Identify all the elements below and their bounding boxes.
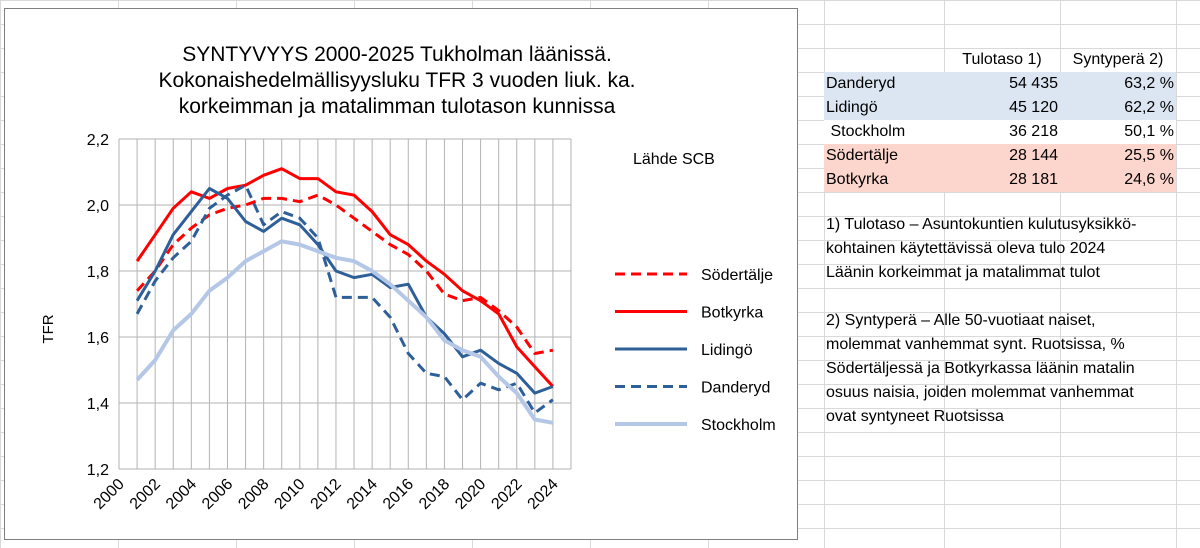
- note-1-line-1: 1) Tulotaso – Asuntokuntien kulutusyksik…: [826, 216, 1137, 233]
- x-tick-label: 2002: [127, 476, 164, 513]
- chart-title-line-1: SYNTYVYYS 2000-2025 Tukholman läänissä.: [182, 43, 612, 66]
- x-tick-label: 2016: [380, 476, 417, 513]
- header-tulotaso: Tulotaso 1): [962, 51, 1042, 68]
- cell-tulotaso-stockholm: 36 218: [1009, 123, 1058, 140]
- row-band-stockholm: [824, 120, 1176, 144]
- chart-text: SYNTYVYYS 2000-2025 Tukholman läänissä. …: [40, 43, 715, 344]
- series-lines: [135, 167, 555, 425]
- y-tick-label: 1,6: [87, 330, 109, 347]
- x-tick-label: 2020: [452, 476, 489, 513]
- note-2-line-5: ovat syntyneet Ruotsissa: [826, 408, 1004, 425]
- legend-label: Södertälje: [701, 267, 773, 284]
- x-tick-label: 2006: [199, 476, 236, 513]
- x-tick-label: 2024: [525, 476, 562, 513]
- cell-name-sodertalje: Södertälje: [826, 147, 899, 164]
- tfr-line-chart: 1,21,41,61,82,02,22000200220042006200820…: [40, 43, 776, 513]
- source-note: Lähde SCB: [633, 151, 715, 168]
- legend-label: Lidingö: [701, 342, 753, 359]
- y-axis-label: TFR: [40, 314, 57, 343]
- cell-name-danderyd: Danderyd: [826, 75, 896, 92]
- row-band-sodertalje: [824, 144, 1176, 168]
- cell-syntypera-danderyd: 63,2 %: [1124, 75, 1174, 92]
- cell-tulotaso-botkyrka: 28 181: [1009, 171, 1058, 188]
- cell-name-lidingo: Lidingö: [826, 99, 878, 116]
- row-band-botkyrka: [824, 168, 1176, 192]
- note-2-line-4: osuus naisia, joiden molemmat vanhemmat: [826, 384, 1134, 401]
- x-tick-label: 2004: [163, 476, 200, 513]
- row-band-lidingo: [824, 96, 1176, 120]
- series-line-danderyd: [135, 183, 554, 415]
- cell-tulotaso-lidingo: 45 120: [1009, 99, 1058, 116]
- note-2-line-3: Södertäljessä ja Botkyrkassa läänin mata…: [826, 360, 1135, 377]
- note-1-line-2: kohtainen käytettävissä oleva tulo 2024: [826, 240, 1106, 257]
- chart-title-line-2: Kokonaishedelmällisyysluku TFR 3 vuoden …: [158, 69, 635, 92]
- series-line-stockholm: [135, 239, 554, 425]
- cell-syntypera-sodertalje: 25,5 %: [1124, 147, 1174, 164]
- x-tick-label: 2010: [271, 476, 308, 513]
- x-tick-label: 2022: [488, 476, 525, 513]
- note-1-line-3: Läänin korkeimmat ja matalimmat tulot: [826, 264, 1100, 281]
- y-tick-label: 1,2: [87, 462, 109, 479]
- y-tick-label: 1,8: [87, 264, 109, 281]
- row-band-danderyd: [824, 72, 1176, 96]
- cell-syntypera-stockholm: 50,1 %: [1124, 123, 1174, 140]
- cell-tulotaso-sodertalje: 28 144: [1009, 147, 1058, 164]
- chart-title-line-3: korkeimman ja matalimman tulotason kunni…: [179, 95, 616, 118]
- y-tick-label: 2,0: [87, 198, 109, 215]
- cell-syntypera-lidingo: 62,2 %: [1124, 99, 1174, 116]
- x-tick-label: 2018: [416, 476, 453, 513]
- legend-label: Danderyd: [701, 380, 770, 397]
- note-2-line-1: 2) Syntyperä – Alle 50-vuotiaat naiset,: [826, 312, 1096, 329]
- legend-label: Stockholm: [701, 417, 776, 434]
- header-syntypera: Syntyperä 2): [1072, 51, 1164, 68]
- legend: Södertälje Botkyrka Lidingö Danderyd Stockho…: [615, 267, 776, 434]
- y-tick-label: 1,4: [87, 396, 109, 413]
- x-tick-label: 2014: [344, 476, 381, 513]
- series-line-södertälje: [135, 193, 554, 355]
- chart-frame[interactable]: 1,2 1,4 1,6 1,8 2,0 2,2 2000 2002 2004 2006 2008 20…: [4, 8, 798, 540]
- x-tick-label: 2012: [308, 476, 345, 513]
- cell-tulotaso-danderyd: 54 435: [1009, 75, 1058, 92]
- series-line-botkyrka: [135, 167, 555, 388]
- legend-label: Botkyrka: [701, 305, 763, 322]
- y-tick-label: 2,2: [87, 132, 109, 149]
- series-line-lidingö: [135, 187, 554, 395]
- note-2-line-2: molemmat vanhemmat synt. Ruotsissa, %: [826, 336, 1125, 353]
- cell-name-stockholm: Stockholm: [826, 123, 906, 140]
- x-tick-label: 2000: [91, 476, 128, 513]
- cell-name-botkyrka: Botkyrka: [826, 171, 889, 188]
- cell-syntypera-botkyrka: 24,6 %: [1124, 171, 1174, 188]
- x-tick-label: 2008: [235, 476, 272, 513]
- gridlines: [118, 138, 572, 470]
